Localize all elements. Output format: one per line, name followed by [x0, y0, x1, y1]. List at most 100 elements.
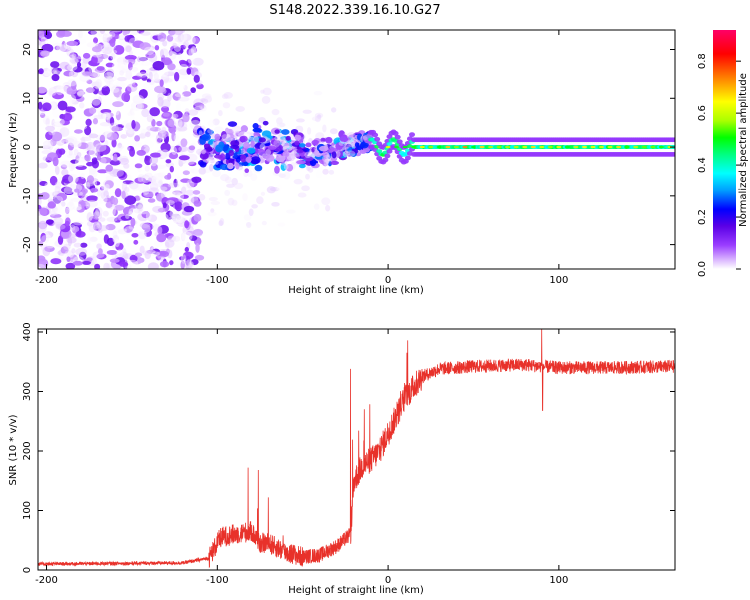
- spectrogram-cell: [265, 149, 272, 156]
- colorbar: 0.0 0.2 0.4 0.6 0.8 Normalized spectral ampl…: [697, 30, 749, 277]
- spectrogram-cell: [68, 94, 77, 104]
- spectrogram-cell: [60, 139, 65, 144]
- spectrogram-cell: [328, 169, 335, 175]
- spectrogram-cell: [297, 192, 307, 198]
- spectrogram-cell: [556, 145, 562, 149]
- spectrogram-cell: [194, 254, 205, 261]
- spectrogram-cell: [159, 186, 168, 191]
- spectrogram-cell: [182, 91, 192, 97]
- spectrogram-cell: [64, 220, 70, 227]
- spectrogram-cell: [273, 144, 283, 152]
- colorbar-ticks: 0.0 0.2 0.4 0.6 0.8: [697, 53, 741, 277]
- spectrogram-cell: [131, 82, 138, 88]
- spectrogram-cell: [59, 61, 70, 70]
- spectrogram-cell: [165, 159, 172, 164]
- spectrogram-cell: [85, 87, 95, 93]
- spectrogram-cell: [103, 190, 109, 199]
- spectrogram-cell: [185, 160, 195, 165]
- snr-panel: -200 -100 0 100 0 100 200 300 400 Height of stra…: [8, 322, 676, 596]
- spectrogram-cell: [175, 214, 185, 224]
- spectrogram-cell: [116, 56, 127, 65]
- spectrogram-cell: [109, 159, 121, 166]
- y-tick-label: -10: [22, 188, 33, 204]
- spectrogram-cell: [178, 96, 190, 102]
- spectrogram-cell: [158, 250, 169, 258]
- spectrogram-cell: [111, 205, 116, 216]
- spectrogram-cell: [77, 90, 87, 98]
- spectrogram-cell: [160, 189, 167, 200]
- y-tick-label: -20: [22, 236, 33, 252]
- spectrogram-cell: [56, 192, 68, 202]
- spectrogram-cell: [92, 118, 98, 125]
- spectrogram-cell: [137, 184, 149, 193]
- spectrogram-cell: [63, 243, 71, 251]
- spectrogram-cell: [79, 74, 91, 82]
- spectrogram-cell: [82, 71, 93, 76]
- spectrogram-cell: [104, 180, 114, 189]
- spectrogram-cell: [137, 183, 150, 193]
- x-tick-label: 100: [549, 275, 568, 286]
- spectrogram-cell: [42, 115, 51, 125]
- spectrogram-cell: [121, 92, 131, 102]
- spectrogram-cell: [120, 215, 133, 221]
- spectrogram-cell: [86, 221, 94, 227]
- spectrogram-cell: [159, 38, 166, 45]
- spectrogram-cell: [212, 118, 220, 126]
- spectrogram-cell: [97, 30, 103, 38]
- spectrogram-cell: [119, 70, 125, 76]
- spectrogram-cell: [154, 44, 160, 51]
- spectrogram-cell: [128, 204, 138, 210]
- spectrogram-cell: [250, 173, 258, 181]
- spectrogram-cell: [235, 156, 241, 163]
- spectrogram-cell: [243, 214, 252, 221]
- spectrogram-cell: [172, 235, 181, 242]
- spectrogram-cell: [157, 126, 166, 134]
- spectrogram-cell: [247, 136, 255, 141]
- spectrogram-cell: [168, 30, 176, 36]
- spectrogram-cell: [191, 117, 201, 125]
- spectrogram-cell: [157, 172, 166, 178]
- spectrogram-cell: [174, 71, 180, 82]
- spectrogram-cell: [61, 264, 67, 269]
- spectrogram-cell: [82, 260, 91, 265]
- spectrogram-cell: [69, 199, 74, 207]
- spectrogram-cell: [277, 222, 286, 227]
- spectrogram-cell: [218, 110, 223, 117]
- spectrogram-cell: [260, 191, 266, 196]
- spectrogram-cell: [128, 50, 133, 56]
- spectrogram-cell: [93, 208, 101, 218]
- spectrogram-cell: [74, 158, 85, 168]
- spectrogram-cell: [163, 78, 173, 83]
- spectrogram-cell: [285, 163, 294, 172]
- spectrogram-cell: [121, 119, 134, 128]
- spectrogram-cell: [43, 140, 54, 148]
- spectrogram-cell: [88, 133, 99, 139]
- spectrogram-cell: [130, 30, 140, 36]
- spectrogram-cell: [347, 146, 352, 153]
- spectrogram-cell: [70, 133, 76, 144]
- spectrogram-cell: [38, 101, 43, 110]
- spectrogram-cell: [141, 61, 151, 66]
- spectrogram-cell: [138, 127, 148, 133]
- spectrogram-cell: [140, 128, 151, 136]
- spectrogram-cell: [161, 133, 166, 140]
- spectrogram-cell: [145, 130, 157, 138]
- spectrogram-cell: [192, 190, 201, 195]
- spectrogram-cell: [38, 263, 46, 269]
- spectrogram-cell: [181, 33, 192, 42]
- spectrogram-cell: [92, 224, 101, 231]
- spectrogram-cell: [187, 57, 195, 64]
- spectrogram-cell: [307, 166, 314, 173]
- spectrogram-cell: [173, 134, 179, 142]
- spectrogram-cell: [164, 232, 174, 239]
- spectrogram-cell: [66, 48, 75, 57]
- spectrogram-cell: [54, 185, 61, 194]
- spectrogram-cell: [158, 130, 164, 140]
- spectrogram-cell: [201, 98, 209, 104]
- spectrogram-cell: [86, 195, 99, 202]
- spectrogram-cell: [141, 174, 151, 183]
- spectrogram-cell: [164, 241, 170, 249]
- spectrogram-cell: [276, 117, 283, 125]
- spectrogram-cell: [171, 146, 178, 155]
- spectrogram-cell: [122, 30, 128, 36]
